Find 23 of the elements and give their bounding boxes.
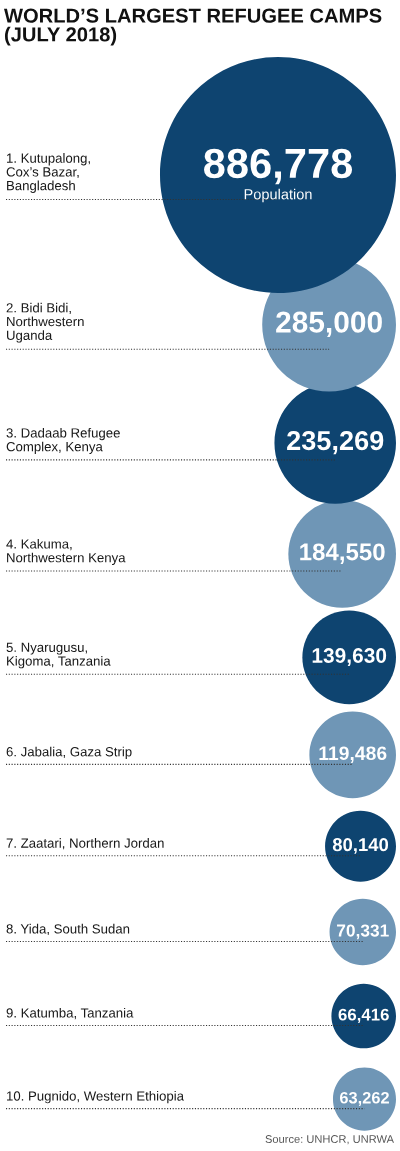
text: WORLD’S LARGEST REFUGEE CAMPS (JULY 2018) <box>4 8 382 46</box>
text: Population <box>244 188 312 203</box>
category-label: 6. Jabalia, Gaza Strip <box>6 746 132 760</box>
data-label: 80,140 <box>332 838 389 854</box>
data-label: 70,331 <box>337 924 389 940</box>
data-label: 184,550 <box>300 543 385 564</box>
category-label: 4. Kakuma, Northwestern Kenya <box>6 538 126 565</box>
category-label: 9. Katumba, Tanzania <box>6 1007 134 1020</box>
source-note: Source: UNHCR, UNRWA <box>265 1135 394 1145</box>
category-label: 8. Yida, South Sudan <box>6 923 130 936</box>
data-label: 66,416 <box>338 1008 389 1023</box>
category-label: 7. Zaatari, Northern Jordan <box>6 838 164 850</box>
category-label: 3. Dadaab Refugee Complex, Kenya <box>6 427 120 454</box>
data-label: 886,778 <box>204 148 353 185</box>
category-label: 1. Kutupalong, Cox’s Bazar, Bangladesh <box>6 153 90 193</box>
data-label: 285,000 <box>276 311 382 338</box>
data-label: 119,486 <box>319 746 387 763</box>
data-label: 235,269 <box>287 430 384 455</box>
category-label: 10. Pugnido, Western Ethiopia <box>7 1090 184 1104</box>
data-label: 139,630 <box>312 648 387 666</box>
category-label: 5. Nyarugusu, Kigoma, Tanzania <box>6 642 111 669</box>
category-label: 2. Bidi Bidi, Northwestern Uganda <box>6 302 84 343</box>
data-label: 63,262 <box>339 1091 389 1106</box>
